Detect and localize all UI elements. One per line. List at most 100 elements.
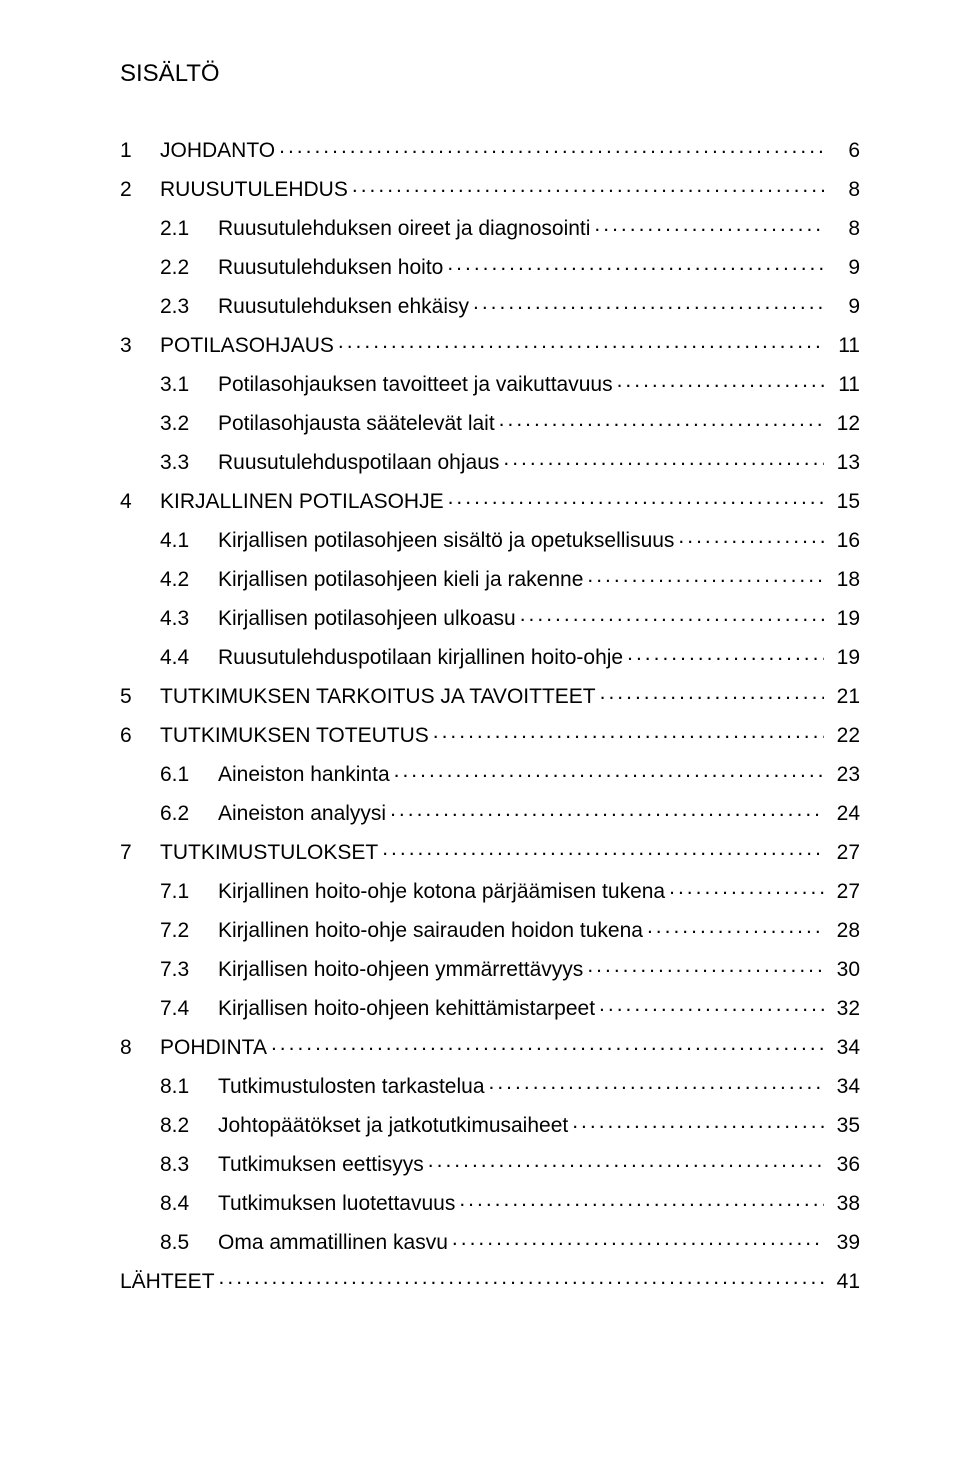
toc-leader-dots (382, 838, 824, 859)
toc-entry-label: Kirjallisen hoito-ohjeen kehittämistarpe… (218, 998, 595, 1019)
toc-leader-dots (433, 721, 824, 742)
toc-entry-number: 3.3 (160, 452, 218, 473)
toc-entry-label: Tutkimuksen luotettavuus (218, 1193, 455, 1214)
toc-leader-dots (587, 955, 824, 976)
toc-entry-page: 18 (828, 569, 860, 590)
toc-entry: LÄHTEET41 (120, 1267, 860, 1292)
toc-entry: 3.1Potilasohjauksen tavoitteet ja vaikut… (120, 370, 860, 395)
toc-entry-label: Aineiston analyysi (218, 803, 386, 824)
toc-entry-page: 24 (828, 803, 860, 824)
toc-entry-label: Kirjallisen potilasohjeen sisältö ja ope… (218, 530, 674, 551)
toc-entry-label: Kirjallisen hoito-ohjeen ymmärrettävyys (218, 959, 583, 980)
toc-leader-dots (219, 1267, 824, 1288)
toc-entry: 4.4Ruusutulehduspotilaan kirjallinen hoi… (120, 643, 860, 668)
toc-entry-page: 35 (828, 1115, 860, 1136)
toc-entry-page: 34 (828, 1037, 860, 1058)
toc-leader-dots (459, 1189, 824, 1210)
toc-entry-number: 4.2 (160, 569, 218, 590)
toc-entry-number: 6.1 (160, 764, 218, 785)
toc-entry-label: Tutkimuksen eettisyys (218, 1154, 424, 1175)
toc-entry: 6TUTKIMUKSEN TOTEUTUS22 (120, 721, 860, 746)
toc-entry-number: 2.3 (160, 296, 218, 317)
toc-entry-label: Ruusutulehduspotilaan ohjaus (218, 452, 499, 473)
toc-leader-dots (600, 682, 824, 703)
toc-entry-label: KIRJALLINEN POTILASOHJE (160, 491, 444, 512)
toc-entry: 6.1Aineiston hankinta23 (120, 760, 860, 785)
toc-entry-number: 8.2 (160, 1115, 218, 1136)
toc-entry-label: TUTKIMUSTULOKSET (160, 842, 378, 863)
toc-entry: 6.2Aineiston analyysi 24 (120, 799, 860, 824)
toc-entry-number: 8.3 (160, 1154, 218, 1175)
toc-entry-page: 6 (828, 140, 860, 161)
toc-leader-dots (428, 1150, 824, 1171)
toc-entry: 7.3Kirjallisen hoito-ohjeen ymmärrettävy… (120, 955, 860, 980)
toc-entry-number: 8 (120, 1037, 160, 1058)
toc-entry-label: Ruusutulehduspotilaan kirjallinen hoito-… (218, 647, 623, 668)
toc-entry-page: 8 (828, 179, 860, 200)
toc-entry-page: 39 (828, 1232, 860, 1253)
toc-leader-dots (499, 409, 824, 430)
toc-entry: 8.3Tutkimuksen eettisyys 36 (120, 1150, 860, 1175)
toc-entry-page: 11 (828, 374, 860, 395)
toc-leader-dots (394, 760, 824, 781)
toc-entry-number: 1 (120, 140, 160, 161)
toc-entry-label: RUUSUTULEHDUS (160, 179, 348, 200)
toc-entry-page: 19 (828, 647, 860, 668)
toc-entry-number: 4.4 (160, 647, 218, 668)
toc-entry: 2.1Ruusutulehduksen oireet ja diagnosoin… (120, 214, 860, 239)
toc-entry-page: 23 (828, 764, 860, 785)
toc-entry-number: 6 (120, 725, 160, 746)
toc-entry-number: 4.1 (160, 530, 218, 551)
toc-entry-label: Oma ammatillinen kasvu (218, 1232, 448, 1253)
toc-entry-number: 5 (120, 686, 160, 707)
toc-entry: 4KIRJALLINEN POTILASOHJE15 (120, 487, 860, 512)
toc-entry-page: 21 (828, 686, 860, 707)
toc-leader-dots (447, 253, 824, 274)
toc-entry-number: 2.2 (160, 257, 218, 278)
toc-entry-page: 27 (828, 881, 860, 902)
toc-entry-number: 7 (120, 842, 160, 863)
toc-entry-number: 8.4 (160, 1193, 218, 1214)
toc-entry-label: Ruusutulehduksen hoito (218, 257, 443, 278)
toc-entry: 8.4Tutkimuksen luotettavuus 38 (120, 1189, 860, 1214)
toc-entry-number: 3 (120, 335, 160, 356)
toc-entry-number: 8.1 (160, 1076, 218, 1097)
toc-entry-number: 6.2 (160, 803, 218, 824)
toc-entry-page: 34 (828, 1076, 860, 1097)
toc-entry-number: 4.3 (160, 608, 218, 629)
toc-entry: 3POTILASOHJAUS11 (120, 331, 860, 356)
toc-leader-dots (271, 1033, 824, 1054)
toc-entry-page: 9 (828, 296, 860, 317)
toc-entry: 4.1Kirjallisen potilasohjeen sisältö ja … (120, 526, 860, 551)
toc-entry-number: 3.2 (160, 413, 218, 434)
toc-entry-label: TUTKIMUKSEN TARKOITUS JA TAVOITTEET (160, 686, 596, 707)
toc-entry-page: 11 (828, 335, 860, 356)
toc-entry-number: 7.1 (160, 881, 218, 902)
toc-entry: 3.3Ruusutulehduspotilaan ohjaus13 (120, 448, 860, 473)
toc-entry-label: Kirjallisen potilasohjeen ulkoasu (218, 608, 516, 629)
toc-entry-label: Kirjallinen hoito-ohje kotona pärjäämise… (218, 881, 665, 902)
toc-entry-label: Johtopäätökset ja jatkotutkimusaiheet (218, 1115, 568, 1136)
toc-entry: 7.4Kirjallisen hoito-ohjeen kehittämista… (120, 994, 860, 1019)
toc-entry-page: 36 (828, 1154, 860, 1175)
toc-entry-page: 38 (828, 1193, 860, 1214)
toc-entry-page: 15 (828, 491, 860, 512)
toc-entry: 4.2Kirjallisen potilasohjeen kieli ja ra… (120, 565, 860, 590)
toc-entry-page: 9 (828, 257, 860, 278)
toc-entry: 2.3Ruusutulehduksen ehkäisy9 (120, 292, 860, 317)
toc-leader-dots (599, 994, 824, 1015)
toc-entry-label: Potilasohjauksen tavoitteet ja vaikuttav… (218, 374, 613, 395)
toc-leader-dots (617, 370, 824, 391)
toc-leader-dots (452, 1228, 824, 1249)
toc-title: SISÄLTÖ (120, 60, 860, 88)
toc-entry-page: 28 (828, 920, 860, 941)
toc-entry-page: 41 (828, 1271, 860, 1292)
toc-entry-label: POHDINTA (160, 1037, 267, 1058)
toc-leader-dots (594, 214, 824, 235)
toc-leader-dots (587, 565, 824, 586)
toc-entry-label: TUTKIMUKSEN TOTEUTUS (160, 725, 429, 746)
toc-entry-page: 19 (828, 608, 860, 629)
toc-entry-label: Ruusutulehduksen oireet ja diagnosointi (218, 218, 590, 239)
toc-leader-dots (669, 877, 824, 898)
toc-entry: 2.2Ruusutulehduksen hoito 9 (120, 253, 860, 278)
